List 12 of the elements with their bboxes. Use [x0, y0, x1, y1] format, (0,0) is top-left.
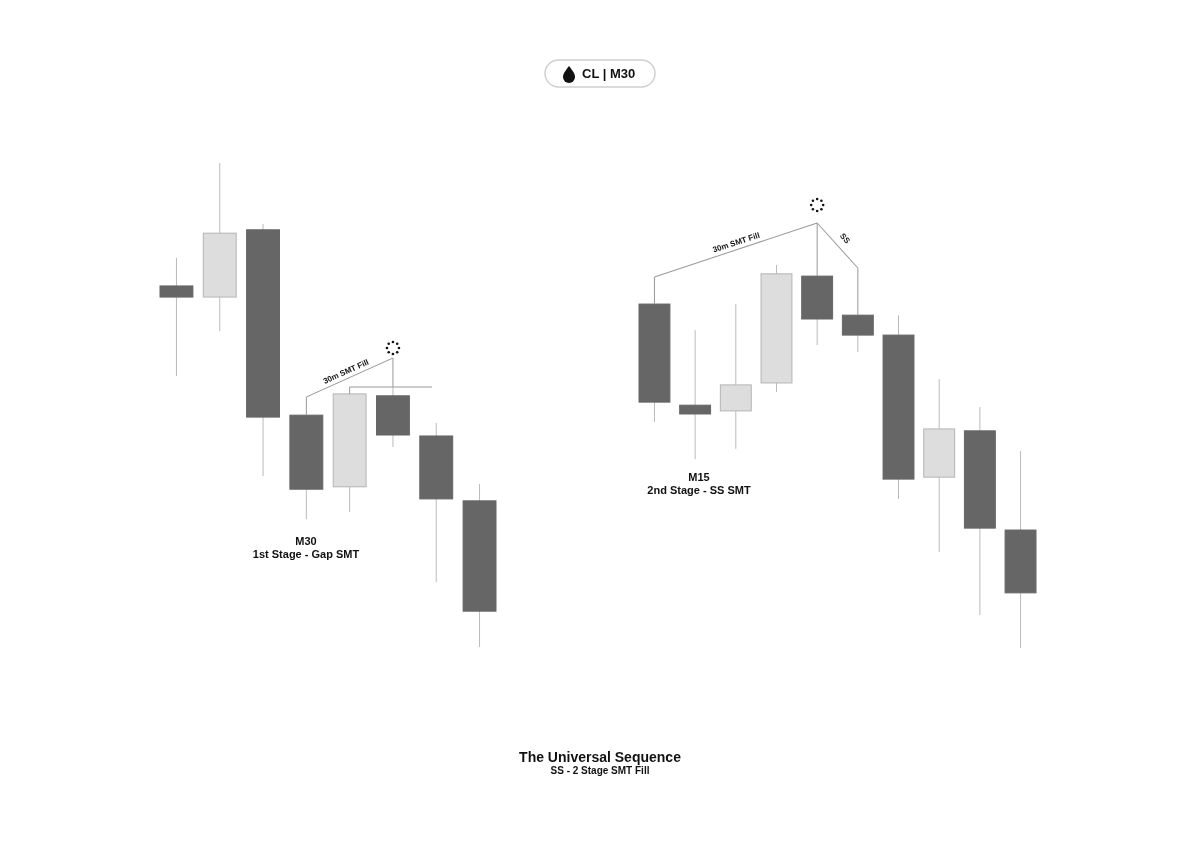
text: SS	[838, 231, 853, 246]
text: The Universal Sequence	[519, 749, 682, 765]
text: SS - 2 Stage SMT Fill	[550, 765, 650, 776]
annotation: M15	[688, 471, 710, 483]
annotation: 2nd Stage - SS SMT	[647, 484, 751, 496]
text: CL | M30	[582, 66, 636, 81]
annotation: 30m SMT Fill	[321, 357, 371, 386]
text: 30m SMT Fill	[711, 230, 761, 255]
candlestick	[159, 257, 194, 377]
annotation: 1st Stage - Gap SMT	[252, 548, 360, 560]
annotation: M30	[295, 535, 317, 547]
candlestick	[679, 329, 712, 460]
